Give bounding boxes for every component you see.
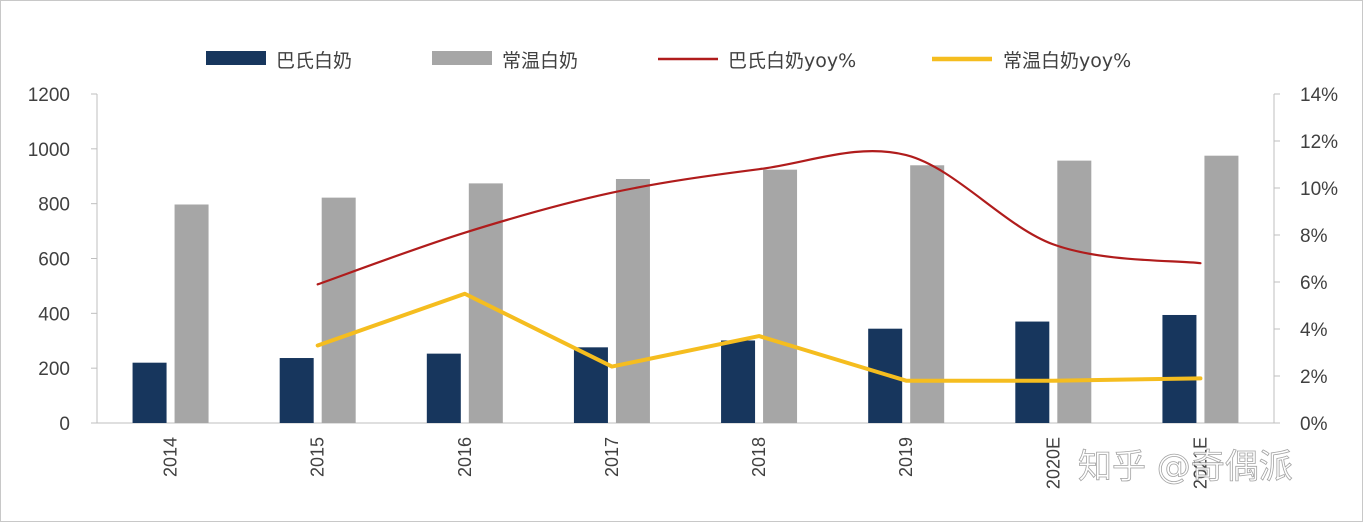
- bar-uht-2021E: [1204, 155, 1239, 423]
- left-tick-label: 800: [38, 195, 70, 216]
- right-tick-label: 0%: [1300, 414, 1328, 435]
- category-label-2016: 2016: [455, 437, 475, 477]
- category-label-2015: 2015: [308, 437, 328, 477]
- left-tick-label: 1200: [28, 85, 70, 106]
- watermark: 知乎 @奇偶派: [1078, 447, 1293, 487]
- legend-swatch-uht: [432, 51, 492, 65]
- bar-uht-2020E: [1057, 160, 1092, 423]
- legend-label-uht: 常温白奶: [502, 50, 578, 72]
- legend-swatch-pasteurized: [206, 51, 266, 65]
- bar-uht-2017: [615, 178, 650, 423]
- bar-pasteurized-2016: [426, 353, 461, 423]
- bar-uht-2018: [763, 169, 798, 423]
- left-tick-label: 400: [38, 304, 70, 325]
- category-labels: 2014 2015 2016 2017 2018 2019 2020E 2021E: [161, 437, 1211, 489]
- right-tick-label: 6%: [1300, 273, 1328, 294]
- right-tick-label: 8%: [1300, 226, 1328, 247]
- right-tick-label: 14%: [1300, 85, 1338, 106]
- category-label-2017: 2017: [602, 437, 622, 477]
- bar-pasteurized-2017: [573, 347, 608, 423]
- legend-label-pasteurized: 巴氏白奶: [276, 50, 352, 72]
- category-label-2019: 2019: [896, 437, 916, 477]
- bars: [132, 155, 1239, 424]
- line-uht-yoy: [315, 291, 1203, 383]
- bar-pasteurized-2015: [279, 358, 314, 423]
- line-pasteurized-yoy: [316, 150, 1202, 286]
- left-tick-label: 0: [59, 414, 70, 435]
- category-label-2014: 2014: [161, 437, 181, 477]
- bar-uht-2015: [321, 197, 356, 423]
- bar-uht-2019: [910, 165, 945, 424]
- legend-label-pasteurized-yoy: 巴氏白奶yoy%: [728, 50, 856, 72]
- legend: 巴氏白奶 常温白奶 巴氏白奶yoy% 常温白奶yoy%: [206, 50, 1131, 72]
- left-tick-label: 600: [38, 250, 70, 271]
- bar-pasteurized-2014: [132, 362, 167, 423]
- bar-pasteurized-2021E: [1162, 314, 1197, 423]
- category-label-2021E: 2021E: [1190, 437, 1210, 489]
- left-axis-ticks: 0 200 400 600 800 1000 1200: [28, 85, 97, 435]
- right-tick-label: 10%: [1300, 179, 1338, 200]
- category-label-2018: 2018: [749, 437, 769, 477]
- right-tick-label: 2%: [1300, 367, 1328, 388]
- right-tick-label: 12%: [1300, 132, 1338, 153]
- bar-pasteurized-2020E: [1015, 321, 1050, 423]
- left-tick-label: 1000: [28, 140, 70, 161]
- category-label-2020E: 2020E: [1043, 437, 1063, 489]
- bar-uht-2014: [174, 204, 209, 423]
- right-axis-ticks: 0% 2% 4% 6% 8% 10% 12% 14%: [1274, 85, 1338, 435]
- right-tick-label: 4%: [1300, 320, 1328, 341]
- lines: [315, 150, 1203, 383]
- left-tick-label: 200: [38, 359, 70, 380]
- legend-label-uht-yoy: 常温白奶yoy%: [1003, 50, 1131, 72]
- bar-pasteurized-2018: [721, 340, 756, 423]
